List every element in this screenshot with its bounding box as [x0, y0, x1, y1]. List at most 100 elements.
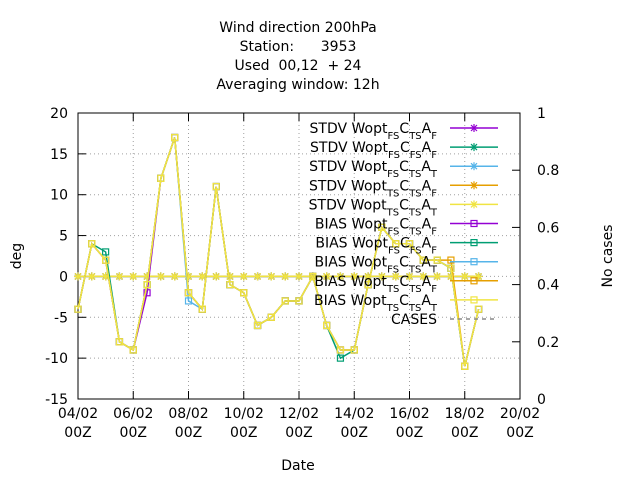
point — [115, 272, 124, 281]
marker — [470, 143, 478, 151]
point — [470, 181, 478, 190]
marker — [295, 297, 303, 305]
marker — [212, 273, 220, 280]
marker — [405, 240, 414, 248]
marker — [470, 258, 478, 266]
point — [253, 321, 262, 330]
marker — [470, 200, 478, 208]
marker — [281, 297, 289, 305]
point — [267, 272, 276, 281]
legend-label: STDV WoptTSCTSAF — [309, 178, 437, 199]
marker — [74, 305, 82, 313]
y-tick-label: -10 — [45, 351, 68, 367]
x-tick-label: 08/02 00Z — [168, 406, 208, 441]
marker — [406, 273, 413, 280]
marker — [226, 281, 234, 289]
point — [377, 272, 386, 281]
marker — [240, 289, 248, 297]
point — [198, 305, 206, 313]
marker — [254, 273, 261, 280]
x-tick-label: 18/02 00Z — [445, 406, 485, 441]
point — [295, 272, 303, 281]
x-tick-label: 20/02 00Z — [500, 406, 540, 441]
point — [74, 272, 82, 281]
marker — [470, 239, 478, 247]
point — [336, 272, 345, 281]
marker — [267, 313, 275, 321]
point — [156, 272, 165, 281]
point — [323, 321, 331, 330]
y-tick-label: 10 — [50, 188, 68, 204]
marker — [447, 256, 455, 264]
legend-label: STDV WoptFSCFSAF — [310, 140, 437, 161]
point — [74, 305, 82, 313]
point — [350, 346, 358, 354]
point — [364, 281, 372, 289]
x-tick-label: 04/02 00Z — [58, 406, 98, 441]
marker — [337, 273, 344, 280]
marker — [470, 162, 478, 170]
point — [433, 272, 442, 281]
chart-title: Wind direction 200hPa — [219, 20, 376, 36]
point — [336, 346, 345, 354]
legend-label: CASES — [391, 312, 437, 328]
chart-title: Averaging window: 12h — [216, 77, 379, 93]
marker — [470, 181, 478, 189]
point — [143, 281, 151, 289]
point — [447, 256, 455, 264]
marker — [309, 272, 317, 281]
point — [88, 240, 96, 248]
marker — [419, 273, 427, 280]
marker — [336, 354, 345, 362]
marker — [281, 273, 289, 280]
marker — [129, 346, 137, 354]
marker — [143, 281, 151, 289]
point — [143, 289, 151, 297]
legend-label: BIAS WoptFSCTSAF — [315, 217, 437, 238]
marker — [184, 289, 193, 297]
marker — [267, 273, 275, 280]
marker — [240, 273, 248, 280]
y-tick-label: 5 — [59, 229, 68, 245]
point — [470, 124, 478, 132]
legend-label: STDV WoptFSCTSAF — [310, 121, 438, 142]
y2-tick-label: 0.4 — [537, 278, 559, 294]
marker — [212, 182, 220, 191]
point — [87, 272, 96, 281]
marker — [198, 273, 206, 280]
y2-tick-label: 0 — [537, 392, 546, 408]
marker — [226, 273, 234, 280]
y2-axis-label: No cases — [600, 225, 616, 288]
point — [322, 272, 331, 281]
marker — [129, 273, 137, 280]
y-tick-label: 0 — [59, 269, 68, 285]
point — [225, 272, 234, 281]
point — [336, 354, 345, 362]
point — [253, 272, 262, 281]
marker — [143, 289, 151, 297]
y-tick-label: 20 — [50, 106, 68, 122]
marker — [470, 124, 478, 132]
point — [115, 338, 124, 346]
point — [240, 289, 248, 297]
marker — [378, 273, 386, 280]
marker — [295, 273, 303, 280]
point — [170, 272, 179, 281]
point — [470, 258, 478, 266]
point — [460, 272, 469, 281]
point — [470, 219, 478, 228]
marker — [88, 273, 96, 280]
marker — [157, 273, 165, 280]
marker — [323, 273, 331, 280]
y2-tick-label: 1 — [537, 106, 546, 122]
point — [419, 256, 427, 264]
marker — [74, 273, 82, 280]
marker — [419, 256, 427, 264]
point — [470, 162, 478, 171]
marker — [102, 256, 110, 264]
point — [157, 174, 165, 182]
marker — [184, 297, 193, 305]
marker — [392, 273, 400, 280]
marker — [470, 296, 478, 304]
marker — [433, 273, 441, 280]
